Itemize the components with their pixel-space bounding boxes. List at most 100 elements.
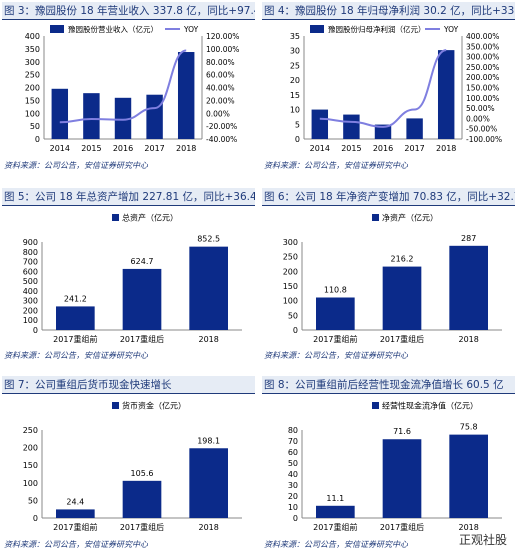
source-note: 资料来源：公司公告，安信证券研究中心 [264, 351, 408, 360]
chart-title: 图 4：豫园股份 18 年归母净利润 30.2 亿，同比+331.57% [262, 2, 515, 20]
y-tick-label: 100 [25, 109, 40, 118]
data-label: 105.6 [131, 469, 154, 478]
y2-tick-label: 100.00% [206, 45, 239, 54]
y2-tick-label: 150.00% [466, 84, 499, 93]
y-tick-label: 20 [290, 76, 300, 85]
y-tick-label: 20 [288, 492, 298, 501]
y-tick-label: 100 [23, 479, 38, 488]
y-tick-label: 150 [283, 282, 298, 291]
y-tick-label: 800 [23, 248, 38, 257]
y-tick-label: 150 [23, 461, 38, 470]
y-tick-label: 0 [293, 514, 298, 523]
x-tick-label: 2017重组后 [380, 522, 424, 532]
bar [56, 509, 95, 518]
chart-svg: 0 5 10 15 20 25 30 35 2014 2015 2016 2017 2018 豫园股份归母… [290, 24, 502, 153]
data-label: 287 [461, 234, 476, 243]
chart-title: 图 6：公司 18 年净资产变增加 70.83 亿，同比+32.77% [262, 188, 515, 206]
y-tick-label: 500 [23, 277, 38, 286]
y-tick-label: 250 [283, 253, 298, 262]
y-tick-label: 200 [283, 267, 298, 276]
y2-tick-label: 300.00% [466, 53, 499, 62]
x-tick-label: 2018 [436, 144, 456, 153]
data-label: 24.4 [66, 497, 84, 506]
y-tick-label: 15 [290, 91, 300, 100]
y-tick-label: 10 [290, 106, 300, 115]
bar [374, 124, 392, 139]
y2-tick-label: 80.00% [206, 58, 235, 67]
y-tick-label: 0 [33, 326, 38, 335]
y-tick-label: 0 [35, 135, 40, 144]
y-tick-label: 250 [23, 426, 38, 435]
y-tick-label: 30 [290, 47, 300, 56]
bar [122, 268, 162, 330]
y-tick-label: 300 [23, 297, 38, 306]
chart-panel-1: 图 3：豫园股份 18 年营业收入 337.8 亿，同比+97.40% 0 50 1… [2, 2, 255, 172]
y-tick-label: 100 [283, 297, 298, 306]
y-tick-label: 0 [293, 326, 298, 335]
chart-svg: 0 50 100 150 200 250 300 2017重组前 110.8 2017重组后 216… [283, 213, 502, 344]
bar [382, 266, 422, 330]
y-tick-label: 350 [25, 45, 40, 54]
y2-tick-label: 20.00% [206, 96, 235, 105]
y2-tick-label: -40.00% [206, 135, 237, 144]
source-note: 资料来源：公司公告，安信证券研究中心 [264, 161, 408, 170]
x-tick-label: 2017 [144, 144, 164, 153]
x-tick-label: 2015 [341, 144, 361, 153]
legend-label: 豫园股份营业收入（亿元） [68, 24, 158, 34]
x-tick-label: 2017重组后 [120, 334, 164, 344]
data-label: 624.7 [131, 257, 154, 266]
source-note: 资料来源：公司公告，安信证券研究中心 [4, 351, 148, 360]
bar [316, 297, 355, 330]
legend-swatch [50, 25, 64, 33]
y2-tick-label: -100.00% [466, 135, 502, 144]
y-tick-label: 30 [288, 481, 298, 490]
y-tick-label: 400 [23, 287, 38, 296]
bar [449, 434, 488, 518]
y-tick-label: 50 [30, 122, 40, 131]
legend-label: YOY [443, 25, 459, 34]
y2-tick-label: 120.00% [206, 32, 239, 41]
y2-tick-label: 40.00% [206, 84, 235, 93]
bar [189, 448, 228, 518]
bar [51, 88, 69, 139]
chart-svg: 0 10 20 30 40 50 60 70 80 2017重组前 11.1 2017重组后 71.6 2… [288, 401, 502, 532]
chart-svg: 0 50 100 150 200 250 300 350 400 2014 2015 2016 2017… [25, 24, 240, 153]
x-tick-label: 2014 [50, 144, 70, 153]
y-tick-label: 40 [288, 470, 298, 479]
bar [382, 439, 422, 518]
chart-panel-2: 图 4：豫园股份 18 年归母净利润 30.2 亿，同比+331.57% 0 5 1… [262, 2, 515, 172]
x-tick-label: 2014 [310, 144, 330, 153]
y-tick-label: 250 [25, 71, 40, 80]
chart-title: 图 5：公司 18 年总资产增加 227.81 亿，同比+36.47% [2, 188, 255, 206]
bar [437, 50, 455, 139]
chart-panel-4: 图 6：公司 18 年净资产变增加 70.83 亿，同比+32.77% 0 50 1… [262, 188, 515, 363]
bar [56, 306, 95, 330]
legend-label: 总资产（亿元） [122, 213, 178, 223]
y2-tick-label: 350.00% [466, 42, 499, 51]
y2-tick-label: 400.00% [466, 32, 499, 41]
y-tick-label: 0 [33, 514, 38, 523]
bar [122, 480, 162, 518]
yoy-line [319, 49, 447, 128]
y-tick-label: 10 [288, 503, 298, 512]
bar [189, 246, 228, 330]
y-tick-label: 25 [290, 61, 300, 70]
bar [311, 109, 329, 139]
data-label: 241.2 [64, 294, 87, 303]
data-label: 216.2 [391, 255, 414, 264]
x-tick-label: 2016 [373, 144, 393, 153]
chart-panel-5: 图 7：公司重组后货币现金快速增长 0 50 100 150 200 250 2017重组前… [2, 376, 255, 551]
source-note: 资料来源：公司公告，安信证券研究中心 [4, 540, 148, 549]
legend-label: 货币资金（亿元） [122, 401, 186, 411]
watermark: 正观社股 [454, 530, 511, 549]
y-tick-label: 400 [25, 32, 40, 41]
x-tick-label: 2018 [198, 335, 218, 344]
data-label: 110.8 [324, 285, 347, 294]
x-tick-label: 2018 [458, 335, 478, 344]
y-tick-label: 5 [295, 120, 300, 129]
legend-label: 豫园股份归母净利润（亿元） [328, 24, 426, 34]
legend-swatch [112, 214, 119, 221]
y-tick-label: 50 [288, 459, 298, 468]
x-tick-label: 2015 [81, 144, 101, 153]
